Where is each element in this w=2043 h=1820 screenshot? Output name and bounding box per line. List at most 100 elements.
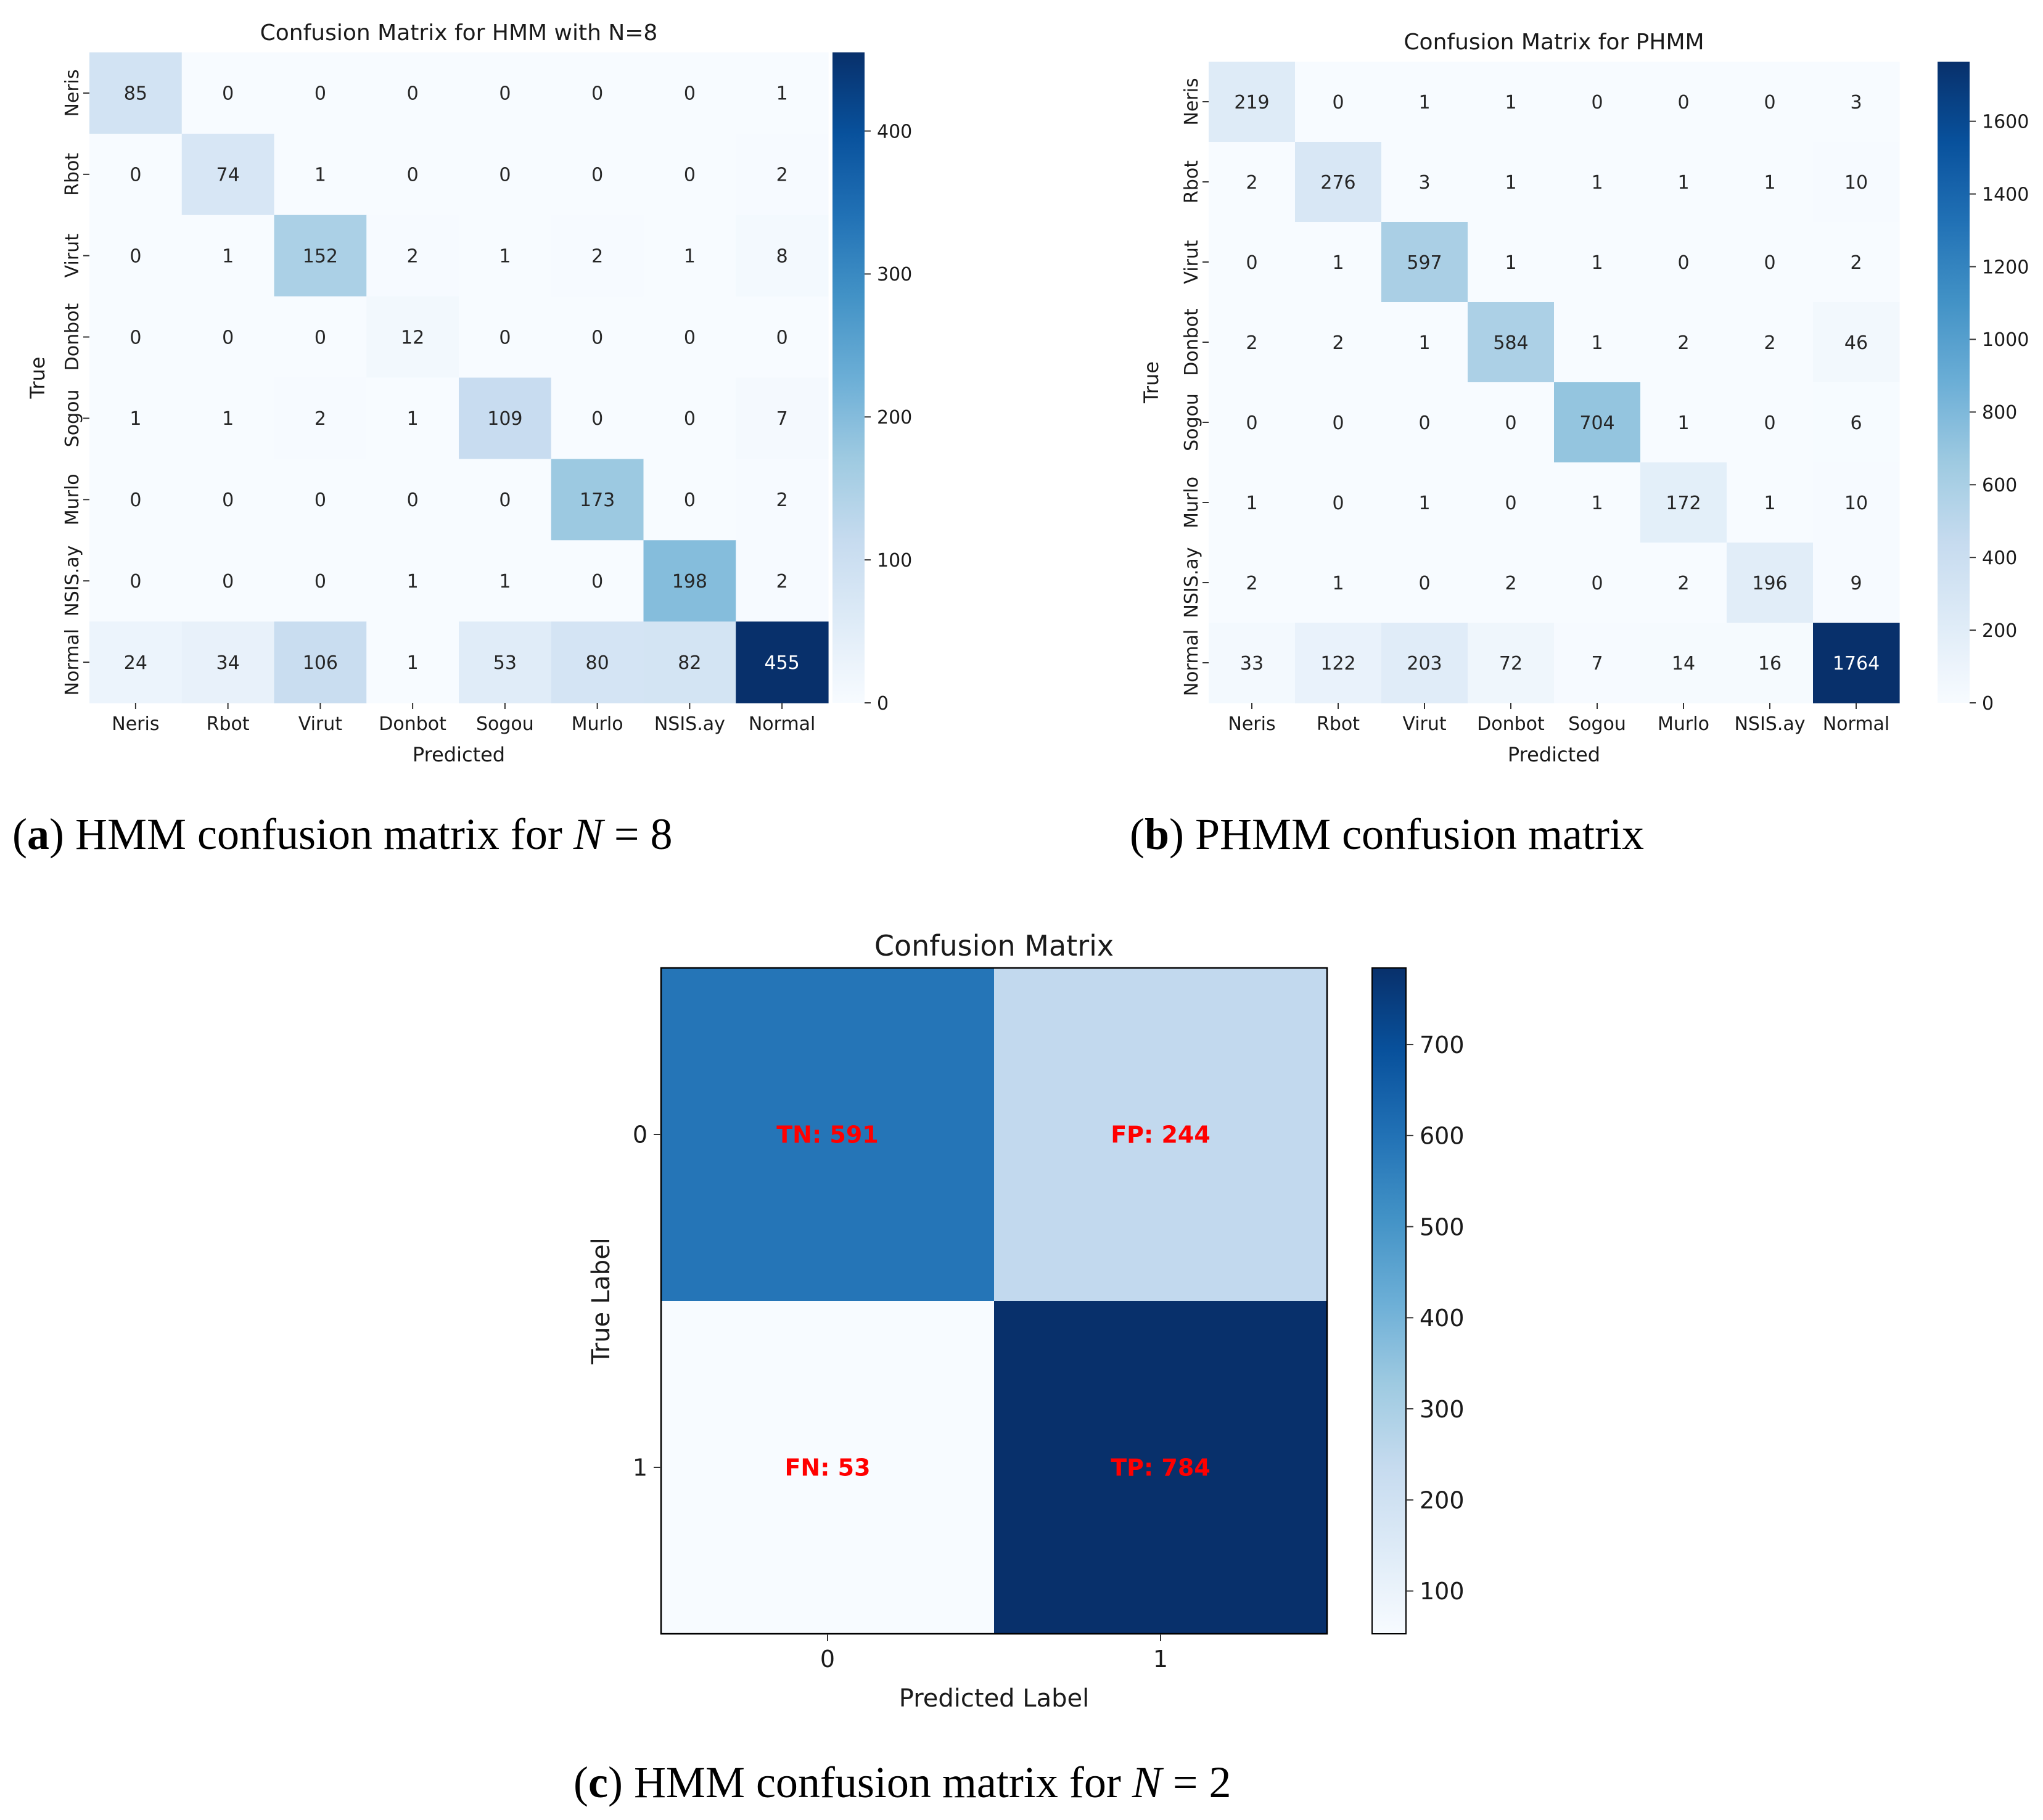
chart-b-cell-label: 1 (1677, 412, 1689, 434)
chart-a-cell (89, 133, 183, 216)
chart-a-cell-label: 0 (776, 327, 788, 348)
chart-a-colorbar-tick-label: 0 (877, 693, 889, 715)
chart-a-cell-label: 0 (684, 490, 696, 511)
chart-a-cell (274, 52, 367, 134)
chart-c-cell-label: TN: 591 (776, 1121, 878, 1149)
chart-a-cell (89, 459, 183, 541)
chart-a-cell (181, 52, 275, 134)
chart-a-cell (181, 621, 275, 703)
chart-b-cell-label: 2 (1764, 332, 1775, 354)
chart-b-title: Confusion Matrix for PHMM (1404, 30, 1704, 55)
chart-b-cell-label: 196 (1752, 573, 1787, 594)
chart-a-cell-label: 106 (303, 652, 338, 674)
chart-b-cell (1554, 543, 1641, 623)
chart-b-cell-label: 1 (1332, 252, 1344, 274)
chart-b-x-tick-label: Virut (1402, 713, 1447, 735)
chart-a-cell-label: 2 (776, 571, 788, 592)
chart-b-cell-label: 0 (1764, 412, 1775, 434)
chart-c-colorbar-tick-label: 500 (1420, 1213, 1465, 1240)
chart-b-cell-label: 16 (1758, 653, 1782, 674)
chart-a-cell (459, 540, 552, 622)
chart-a-cell-label: 0 (499, 490, 511, 511)
chart-b-cell-label: 1 (1591, 172, 1603, 194)
chart-a-cell (366, 621, 459, 703)
chart-a-cell-label: 0 (129, 245, 141, 267)
chart-b-cell (1813, 62, 1900, 142)
chart-a-cell (274, 540, 367, 622)
chart-a-cell-label: 74 (216, 165, 240, 186)
chart-b-y-tick-label: Donbot (1181, 308, 1202, 376)
chart-b-cell (1381, 543, 1468, 623)
chart-a-cell (181, 296, 275, 379)
chart-b-cell (1727, 302, 1814, 383)
chart-a-cell (366, 52, 459, 134)
chart-a-cell-label: 1 (684, 245, 696, 267)
chart-a-cell (89, 540, 183, 622)
chart-a-cell-label: 12 (401, 327, 424, 348)
chart-b-cell-label: 1 (1505, 172, 1516, 194)
chart-c-cell (994, 968, 1328, 1301)
chart-b-cell (1813, 462, 1900, 543)
chart-a-cell-label: 0 (129, 327, 141, 348)
chart-b-cell (1209, 543, 1296, 623)
chart-b-cell-label: 597 (1407, 252, 1442, 274)
chart-a-cell-label: 0 (222, 327, 234, 348)
chart-a-cell-label: 2 (407, 245, 419, 267)
chart-a-cell-label: 0 (129, 571, 141, 592)
chart-b-cell-label: 1764 (1833, 653, 1880, 674)
chart-b-colorbar-tick-label: 1400 (1982, 184, 2029, 205)
chart-b-cell (1295, 543, 1382, 623)
chart-a-cell-label: 1 (129, 408, 141, 430)
chart-b-cell (1640, 302, 1727, 383)
chart-a-cell-label: 0 (499, 327, 511, 348)
chart-b-cell-label: 1 (1505, 252, 1516, 274)
chart-b-cell-label: 203 (1407, 653, 1442, 674)
chart-b-cell-label: 1 (1418, 92, 1430, 113)
chart-c-colorbar-tick-label: 700 (1420, 1031, 1465, 1059)
chart-b-cell-label: 2 (1505, 573, 1516, 594)
chart-a-cell (643, 296, 736, 379)
chart-b-cell-label: 1 (1418, 332, 1430, 354)
chart-a-cell (736, 621, 829, 703)
chart-a-cell-label: 0 (591, 571, 603, 592)
chart-b-cell-label: 0 (1418, 412, 1430, 434)
chart-b-cell-label: 2 (1677, 332, 1689, 354)
chart-a-cell-label: 0 (314, 327, 326, 348)
chart-a-x-tick-label: Neris (112, 713, 159, 735)
chart-a-cell-label: 1 (499, 245, 511, 267)
caption-b: (b) PHMM confusion matrix (1130, 810, 1644, 859)
chart-a-colorbar-tick-label: 200 (877, 407, 912, 428)
chart-b-cell (1554, 623, 1641, 703)
chart-a-cell (89, 377, 183, 459)
chart-b-cell-label: 704 (1579, 412, 1614, 434)
chart-a-cell (89, 296, 183, 379)
chart-a-cell-label: 0 (222, 83, 234, 105)
chart-a-cell-label: 1 (407, 571, 419, 592)
chart-b-cell (1813, 142, 1900, 223)
chart-b-cell-label: 0 (1332, 493, 1344, 514)
chart-b-cell-label: 10 (1844, 172, 1868, 194)
chart-a-cell-label: 0 (314, 571, 326, 592)
chart-b-cell-label: 2 (1246, 172, 1257, 194)
chart-a-cell-label: 0 (407, 490, 419, 511)
chart-b-cell-label: 219 (1234, 92, 1269, 113)
chart-b-cell (1813, 222, 1900, 303)
chart-b-cell (1640, 142, 1727, 223)
chart-b-cell (1640, 623, 1727, 703)
chart-a-cell-label: 2 (314, 408, 326, 430)
chart-b-cell-label: 0 (1505, 493, 1516, 514)
chart-c-colorbar (1371, 967, 1407, 1634)
chart-a-x-tick-label: Murlo (572, 713, 623, 735)
chart-a-cell-label: 1 (776, 83, 788, 105)
chart-b-x-tick-label: Sogou (1568, 713, 1626, 735)
chart-a-cell (459, 215, 552, 297)
chart-b-cell-label: 0 (1418, 573, 1430, 594)
chart-b-cell (1468, 222, 1555, 303)
chart-b-cell-label: 0 (1677, 252, 1689, 274)
chart-b-cell (1813, 382, 1900, 463)
chart-b-cell-label: 2 (1246, 573, 1257, 594)
chart-b-cell (1209, 302, 1296, 383)
chart-b-y-tick-label: Neris (1181, 78, 1202, 125)
chart-a-cell (551, 540, 644, 622)
chart-a-cell (274, 377, 367, 459)
